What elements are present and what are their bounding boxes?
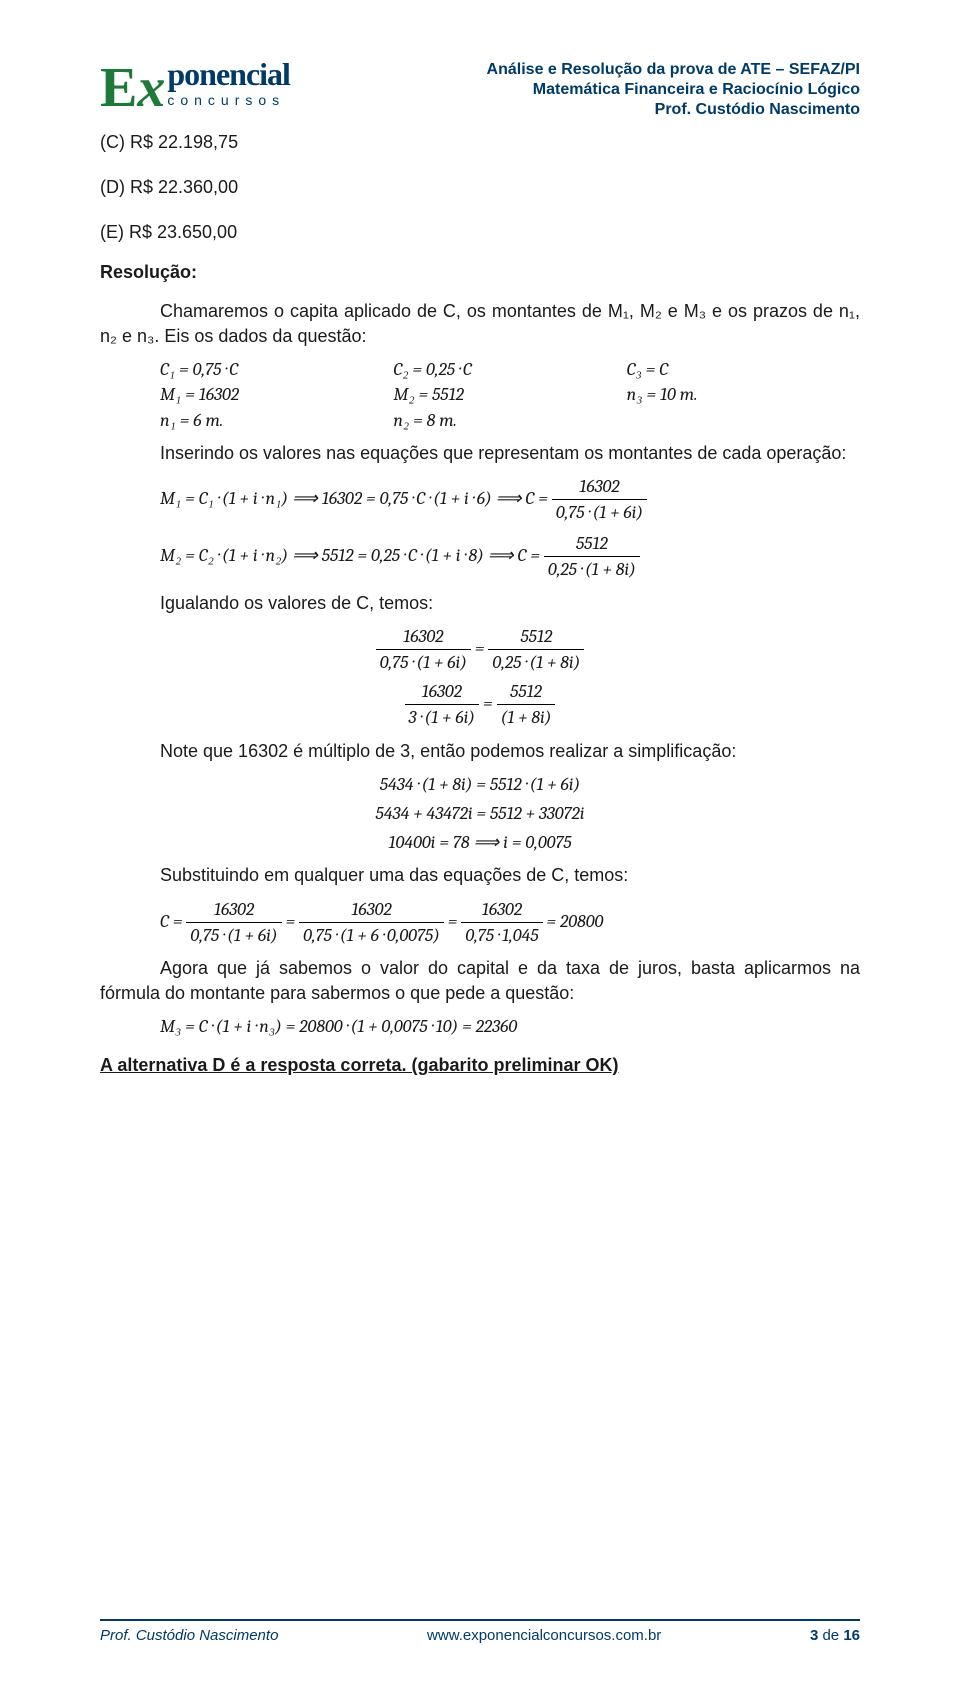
header-meta: Análise e Resolução da prova de ATE – SE… <box>487 60 860 120</box>
given-m2: M₂ = 5512 <box>393 382 626 407</box>
equation-m3: M₃ = C · (1 + i · n₃) = 20800 · (1 + 0,0… <box>160 1014 860 1039</box>
paragraph-1: Chamaremos o capita aplicado de C, os mo… <box>100 299 860 349</box>
equation-c-solve: C = 163020,75 · (1 + 6i) = 163020,75 · (… <box>160 897 860 948</box>
paragraph-5: Substituindo em qualquer uma das equaçõe… <box>100 863 860 888</box>
resolution-label: Resolução: <box>100 260 860 285</box>
paragraph-6: Agora que já sabemos o valor do capital … <box>100 956 860 1006</box>
given-m1: M₁ = 16302 <box>160 382 393 407</box>
header-line-2: Matemática Financeira e Raciocínio Lógic… <box>487 80 860 100</box>
paragraph-4: Note que 16302 é múltiplo de 3, então po… <box>100 739 860 764</box>
given-n3: n₃ = 10 m. <box>627 382 860 407</box>
equation-m2: M₂ = C₂ · (1 + i · n₂) ⟹ 5512 = 0,25 · C… <box>160 531 860 582</box>
equation-equal-1: 163020,75 · (1 + 6i) = 55120,25 · (1 + 8… <box>100 624 860 675</box>
page-footer: Prof. Custódio Nascimento www.exponencia… <box>100 1619 860 1646</box>
given-n2: n₂ = 8 m. <box>393 408 626 433</box>
footer-page: 3 de 16 <box>810 1625 860 1646</box>
header-line-3: Prof. Custódio Nascimento <box>487 100 860 120</box>
equation-m1: M₁ = C₁ · (1 + i · n₁) ⟹ 16302 = 0,75 · … <box>160 474 860 525</box>
given-n1: n₁ = 6 m. <box>160 408 393 433</box>
equation-simp-2: 5434 + 43472i = 5512 + 33072i <box>100 801 860 826</box>
option-d: (D) R$ 22.360,00 <box>100 175 860 200</box>
logo: Ex ponencial concursos <box>100 60 290 110</box>
option-c: (C) R$ 22.198,75 <box>100 130 860 155</box>
header-line-1: Análise e Resolução da prova de ATE – SE… <box>487 60 860 80</box>
paragraph-2: Inserindo os valores nas equações que re… <box>100 441 860 466</box>
equation-equal-2: 163023 · (1 + 6i) = 5512(1 + 8i) <box>100 679 860 730</box>
equation-simp-1: 5434 · (1 + 8i) = 5512 · (1 + 6i) <box>100 772 860 797</box>
footer-prof: Prof. Custódio Nascimento <box>100 1625 278 1646</box>
page-header: Ex ponencial concursos Análise e Resoluç… <box>100 60 860 120</box>
equation-simp-3: 10400i = 78 ⟹ i = 0,0075 <box>100 830 860 855</box>
footer-url: www.exponencialconcursos.com.br <box>278 1625 810 1646</box>
logo-wordmark: ponencial <box>167 60 290 89</box>
logo-icon: Ex <box>100 66 165 111</box>
given-c2: C₂ = 0,25 · C <box>393 357 626 382</box>
givens-grid: C₁ = 0,75 · C C₂ = 0,25 · C C₃ = C M₁ = … <box>160 357 860 433</box>
given-c1: C₁ = 0,75 · C <box>160 357 393 382</box>
given-c3: C₃ = C <box>627 357 860 382</box>
option-e: (E) R$ 23.650,00 <box>100 220 860 245</box>
logo-subtext: concursos <box>167 91 290 111</box>
paragraph-3: Igualando os valores de C, temos: <box>100 591 860 616</box>
answer-line: A alternativa D é a resposta correta. (g… <box>100 1053 860 1078</box>
footer-rule <box>100 1619 860 1621</box>
